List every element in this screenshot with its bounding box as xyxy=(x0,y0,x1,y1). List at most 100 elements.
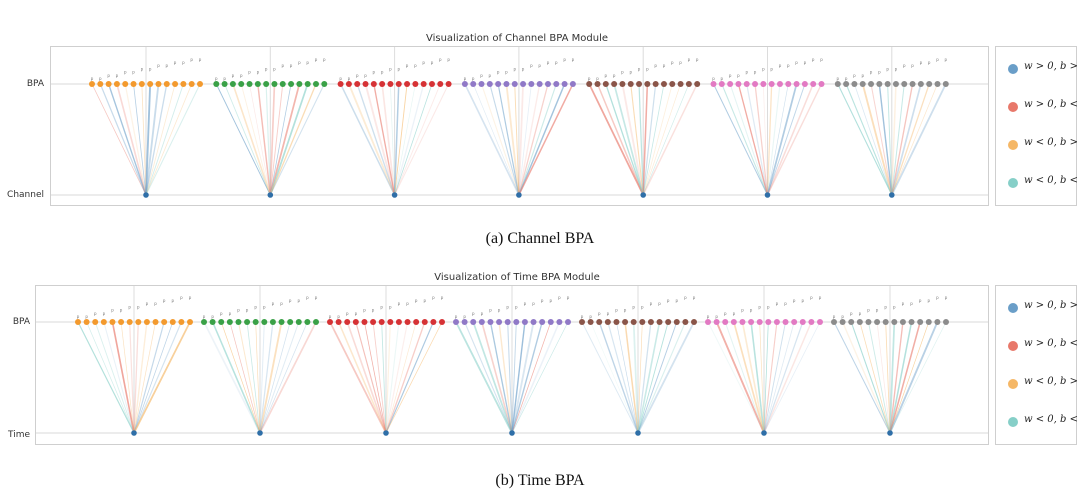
edge-line xyxy=(861,83,893,196)
basis-label: p xyxy=(146,301,149,306)
basis-label: p xyxy=(563,57,566,62)
basis-node xyxy=(404,319,411,325)
edge-line xyxy=(763,321,795,434)
basis-label: p xyxy=(306,295,309,300)
basis-label-group: p pp pp pp pp pp pp p xyxy=(203,295,318,319)
edge-line xyxy=(518,83,524,196)
basis-node xyxy=(685,81,692,87)
edge-line xyxy=(750,321,765,434)
edge-line xyxy=(889,321,913,434)
legend-item: w > 0, b < 0 xyxy=(996,99,1080,119)
basis-node xyxy=(539,319,546,325)
basis-node xyxy=(586,81,593,87)
edge-line xyxy=(355,321,387,434)
edge-group xyxy=(339,83,450,196)
edge-line xyxy=(713,83,768,196)
edge-line xyxy=(269,83,301,196)
basis-label: p xyxy=(472,311,475,316)
basis-label: p xyxy=(903,63,906,68)
basis-node xyxy=(304,319,311,325)
basis-node xyxy=(647,319,654,325)
basis-label: p xyxy=(515,304,518,309)
basis-label: p xyxy=(498,308,501,313)
edge-line xyxy=(511,321,526,434)
legend-marker xyxy=(1008,178,1018,188)
edge-line xyxy=(889,321,896,434)
basis-node xyxy=(743,81,750,87)
edge-line xyxy=(269,83,309,196)
edge-line xyxy=(518,83,549,196)
basis-label-group: p pp pp pp pp pp pp p xyxy=(712,57,823,81)
edge-line xyxy=(766,83,781,196)
time-caption: (b) Time BPA xyxy=(495,472,585,489)
basis-label: p xyxy=(667,298,670,303)
basis-label: p xyxy=(920,60,923,65)
channel-plot-frame: ppppppppppppppC1ppppppppppppppC2pppppppp… xyxy=(50,46,989,219)
basis-label: p xyxy=(464,76,467,81)
basis-label: p xyxy=(729,73,732,78)
basis-label-group: p pp pp pp pp pp pp p xyxy=(707,295,822,319)
basis-label: p xyxy=(141,66,144,71)
channel-network-diagram: ppppppppppppppC1ppppppppppppppC2pppppppp… xyxy=(51,47,988,219)
edge-line xyxy=(269,83,284,196)
basis-node xyxy=(917,319,924,325)
edge-line xyxy=(511,321,543,434)
basis-label: p xyxy=(558,295,561,300)
basis-label: p xyxy=(758,304,761,309)
edge-line xyxy=(588,83,644,196)
basis-label: p xyxy=(389,66,392,71)
basis-label: p xyxy=(363,308,366,313)
basis-node xyxy=(596,319,603,325)
basis-label: p xyxy=(298,60,301,65)
edge-line xyxy=(385,321,391,434)
basis-node xyxy=(337,81,344,87)
basis-label: p xyxy=(919,298,922,303)
basis-node xyxy=(818,81,825,87)
basis-label: p xyxy=(532,301,535,306)
edge-line xyxy=(394,83,441,196)
basis-node xyxy=(495,81,502,87)
edge-line xyxy=(518,83,557,196)
edge-line xyxy=(133,321,191,434)
basis-node xyxy=(169,319,176,325)
edge-line xyxy=(514,83,520,196)
legend-marker xyxy=(1008,341,1018,351)
basis-label: p xyxy=(530,63,533,68)
basis-node xyxy=(100,319,107,325)
basis-label: p xyxy=(850,311,853,316)
basis-node xyxy=(619,81,626,87)
basis-node xyxy=(105,81,112,87)
edge-line xyxy=(607,321,639,434)
basis-node xyxy=(75,319,81,325)
basis-label: p xyxy=(415,298,418,303)
basis-node xyxy=(718,81,725,87)
edge-group xyxy=(464,83,574,196)
edge-line xyxy=(891,83,914,196)
edge-line xyxy=(224,83,271,196)
basis-label: p xyxy=(588,76,591,81)
edge-line xyxy=(385,321,443,434)
basis-label: p xyxy=(541,298,544,303)
edge-line xyxy=(124,83,147,196)
edge-line xyxy=(590,321,639,434)
basis-label: p xyxy=(77,314,80,319)
basis-node-group xyxy=(213,81,328,87)
edge-line xyxy=(489,321,513,434)
edge-line xyxy=(145,83,168,196)
edge-line xyxy=(518,83,541,196)
edge-line xyxy=(339,83,396,196)
basis-node xyxy=(83,319,90,325)
edge-line xyxy=(763,321,778,434)
basis-label: p xyxy=(750,308,753,313)
basis-label: p xyxy=(489,73,492,78)
basis-label: p xyxy=(422,60,425,65)
basis-node xyxy=(782,319,789,325)
edge-line xyxy=(889,321,939,434)
edge-line xyxy=(511,321,535,434)
edge-line xyxy=(393,83,425,196)
edge-group xyxy=(833,321,947,434)
basis-label: p xyxy=(538,63,541,68)
edge-line xyxy=(394,83,450,196)
edge-line xyxy=(111,321,135,434)
basis-label: p xyxy=(232,73,235,78)
